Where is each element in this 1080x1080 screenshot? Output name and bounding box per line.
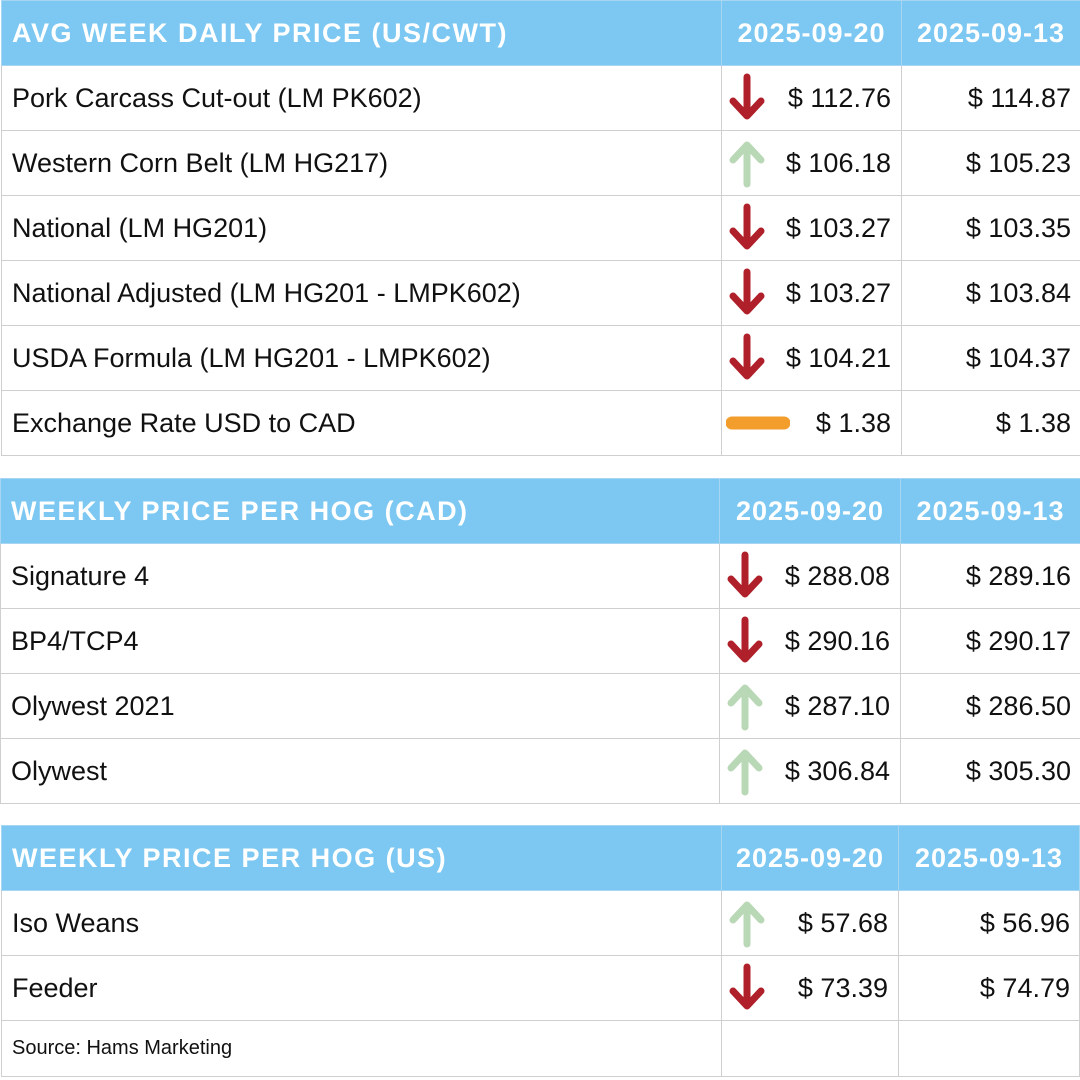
current-price: $ 1.38 bbox=[815, 407, 891, 438]
row-label: National (LM HG201) bbox=[1, 195, 722, 261]
row-label: Iso Weans bbox=[1, 890, 722, 956]
trend-up-icon bbox=[728, 897, 766, 949]
date-current-header: 2025-09-20 bbox=[719, 478, 901, 544]
current-price: $ 306.84 bbox=[784, 755, 890, 786]
table-row: National Adjusted (LM HG201 - LMPK602) $… bbox=[1, 260, 1080, 326]
previous-price: $ 105.23 bbox=[901, 130, 1080, 196]
table-row: BP4/TCP4 $ 290.16 $ 290.17 bbox=[0, 608, 1080, 674]
previous-price: $ 286.50 bbox=[900, 673, 1080, 739]
trend-down-icon bbox=[726, 550, 764, 602]
table-title: WEEKLY PRICE PER HOG (US) bbox=[1, 825, 722, 891]
current-price: $ 57.68 bbox=[797, 907, 888, 938]
current-price: $ 290.16 bbox=[784, 625, 890, 656]
row-label: Pork Carcass Cut-out (LM PK602) bbox=[1, 65, 722, 131]
trend-down-icon bbox=[726, 615, 764, 667]
current-price: $ 287.10 bbox=[784, 690, 890, 721]
previous-price: $ 104.37 bbox=[901, 325, 1080, 391]
current-price: $ 104.21 bbox=[785, 342, 891, 373]
row-label: Western Corn Belt (LM HG217) bbox=[1, 130, 722, 196]
table-title: WEEKLY PRICE PER HOG (CAD) bbox=[0, 478, 720, 544]
trend-flat-icon bbox=[726, 397, 790, 449]
previous-price: $ 290.17 bbox=[900, 608, 1080, 674]
date-previous-header: 2025-09-13 bbox=[898, 825, 1080, 891]
trend-down-icon bbox=[728, 72, 766, 124]
table-row: National (LM HG201) $ 103.27 $ 103.35 bbox=[1, 195, 1080, 261]
current-price: $ 106.18 bbox=[785, 147, 891, 178]
current-price: $ 73.39 bbox=[797, 972, 888, 1003]
date-current-header: 2025-09-20 bbox=[721, 0, 902, 66]
previous-price: $ 74.79 bbox=[898, 955, 1080, 1021]
row-label: Feeder bbox=[1, 955, 722, 1021]
previous-price: $ 1.38 bbox=[901, 390, 1080, 456]
current-price: $ 288.08 bbox=[784, 560, 890, 591]
table-row: Iso Weans $ 57.68 $ 56.96 bbox=[1, 890, 1080, 956]
trend-down-icon bbox=[728, 962, 766, 1014]
current-price: $ 103.27 bbox=[785, 277, 891, 308]
current-price: $ 112.76 bbox=[787, 82, 891, 113]
source-row: Source: Hams Marketing bbox=[1, 1020, 1080, 1077]
previous-price: $ 103.84 bbox=[901, 260, 1080, 326]
row-label: BP4/TCP4 bbox=[0, 608, 720, 674]
trend-down-icon bbox=[728, 267, 766, 319]
table-row: Exchange Rate USD to CAD $ 1.38 $ 1.38 bbox=[1, 390, 1080, 456]
current-price: $ 103.27 bbox=[785, 212, 891, 243]
row-label: Olywest bbox=[0, 738, 720, 804]
previous-price: $ 103.35 bbox=[901, 195, 1080, 261]
row-label: Olywest 2021 bbox=[0, 673, 720, 739]
date-previous-header: 2025-09-13 bbox=[901, 0, 1080, 66]
source-note: Source: Hams Marketing bbox=[1, 1020, 722, 1077]
weekly-price-per-hog-cad-table: WEEKLY PRICE PER HOG (CAD) 2025-09-20 20… bbox=[0, 478, 1080, 804]
date-current-header: 2025-09-20 bbox=[721, 825, 899, 891]
date-previous-header: 2025-09-13 bbox=[900, 478, 1080, 544]
table-title: AVG WEEK DAILY PRICE (US/CWT) bbox=[1, 0, 722, 66]
row-label: Signature 4 bbox=[0, 543, 720, 609]
table-header-row: AVG WEEK DAILY PRICE (US/CWT) 2025-09-20… bbox=[1, 0, 1080, 66]
previous-price: $ 305.30 bbox=[900, 738, 1080, 804]
trend-down-icon bbox=[728, 202, 766, 254]
table-row: Olywest $ 306.84 $ 305.30 bbox=[0, 738, 1080, 804]
table-header-row: WEEKLY PRICE PER HOG (US) 2025-09-20 202… bbox=[1, 825, 1080, 891]
trend-up-icon bbox=[726, 745, 764, 797]
previous-price: $ 56.96 bbox=[898, 890, 1080, 956]
trend-down-icon bbox=[728, 332, 766, 384]
table-row: Pork Carcass Cut-out (LM PK602) $ 112.76… bbox=[1, 65, 1080, 131]
table-row: Olywest 2021 $ 287.10 $ 286.50 bbox=[0, 673, 1080, 739]
table-row: Signature 4 $ 288.08 $ 289.16 bbox=[0, 543, 1080, 609]
table-header-row: WEEKLY PRICE PER HOG (CAD) 2025-09-20 20… bbox=[0, 478, 1080, 544]
previous-price: $ 114.87 bbox=[901, 65, 1080, 131]
row-label: Exchange Rate USD to CAD bbox=[1, 390, 722, 456]
trend-up-icon bbox=[726, 680, 764, 732]
table-row: Western Corn Belt (LM HG217) $ 106.18 $ … bbox=[1, 130, 1080, 196]
avg-week-daily-price-table: AVG WEEK DAILY PRICE (US/CWT) 2025-09-20… bbox=[1, 0, 1080, 456]
trend-up-icon bbox=[728, 137, 766, 189]
previous-price: $ 289.16 bbox=[900, 543, 1080, 609]
table-row: USDA Formula (LM HG201 - LMPK602) $ 104.… bbox=[1, 325, 1080, 391]
row-label: National Adjusted (LM HG201 - LMPK602) bbox=[1, 260, 722, 326]
table-row: Feeder $ 73.39 $ 74.79 bbox=[1, 955, 1080, 1021]
row-label: USDA Formula (LM HG201 - LMPK602) bbox=[1, 325, 722, 391]
weekly-price-per-hog-us-table: WEEKLY PRICE PER HOG (US) 2025-09-20 202… bbox=[1, 825, 1080, 1077]
